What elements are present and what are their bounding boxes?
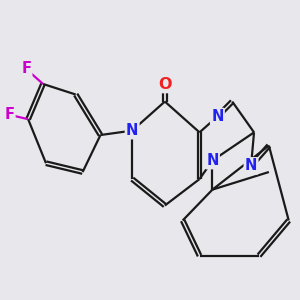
Text: N: N: [206, 153, 219, 168]
Text: N: N: [126, 123, 138, 138]
Text: F: F: [4, 107, 14, 122]
Text: O: O: [158, 77, 172, 92]
Text: F: F: [21, 61, 31, 76]
Text: N: N: [211, 109, 224, 124]
Text: N: N: [245, 158, 257, 173]
